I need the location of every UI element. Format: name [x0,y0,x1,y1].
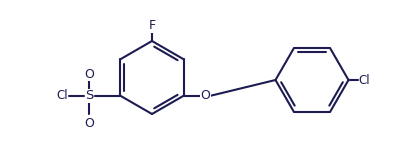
Text: Cl: Cl [57,89,68,102]
Text: O: O [200,89,210,102]
Text: O: O [84,117,94,130]
Text: Cl: Cl [358,74,370,87]
Text: F: F [148,19,156,32]
Text: O: O [84,68,94,81]
Text: S: S [85,89,94,102]
